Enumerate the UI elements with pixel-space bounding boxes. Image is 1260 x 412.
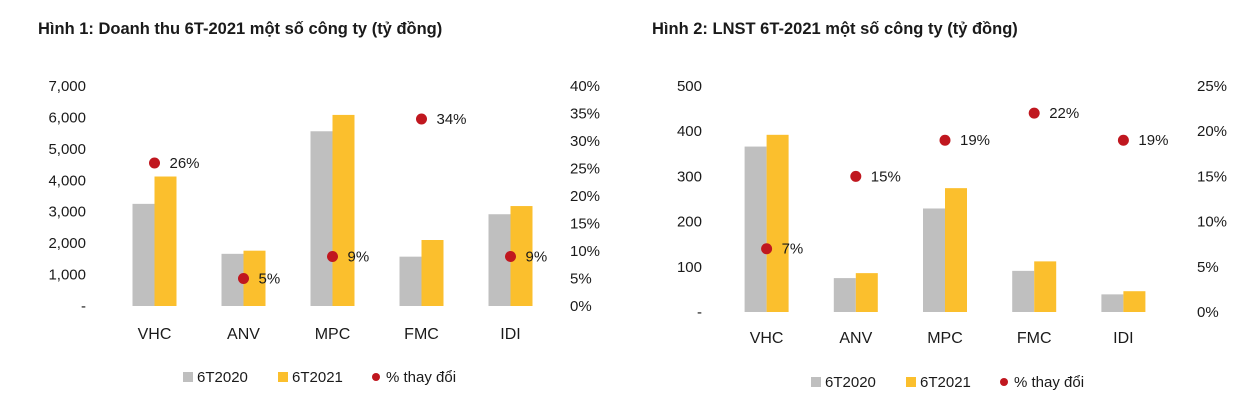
c1-bar-6t2020-vhc: [132, 203, 155, 306]
c2-legend-label: 6T2020: [825, 374, 876, 391]
c1-bar-6t2021-vhc: [154, 176, 177, 306]
c1-category-label: MPC: [315, 326, 351, 343]
c2-y2-tick-label: 5%: [1197, 259, 1219, 276]
c1-change-label: 34%: [437, 111, 467, 128]
c2-legend-swatch-6t2021: [906, 377, 916, 387]
c2-category-label: FMC: [1017, 330, 1052, 347]
chart-1-revenue: - 1,000 2,000 3,000 4,000 5,000 6,000 7,000 0% 5%…: [48, 78, 600, 386]
c2-y-tick-label: 300: [677, 168, 702, 185]
c1-y2-tick-label: 25%: [570, 161, 600, 178]
c1-legend-marker-change: [372, 373, 380, 381]
c2-bar-6t2020-fmc: [1012, 270, 1035, 312]
c2-category-label: VHC: [750, 330, 784, 347]
c1-bar-6t2020-idi: [488, 214, 511, 306]
c1-change-label: 9%: [526, 249, 548, 266]
c2-bar-6t2021-anv: [855, 273, 878, 312]
c2-bar-6t2021-idi: [1123, 291, 1146, 312]
c1-change-marker-fmc: [416, 113, 427, 125]
c1-legend-label: 6T2020: [197, 369, 248, 386]
c2-y2-tick-label: 15%: [1197, 168, 1227, 185]
c1-y2-tick-label: 35%: [570, 106, 600, 123]
c1-change-label: 26%: [170, 155, 200, 172]
c2-change-label: 7%: [782, 241, 804, 258]
c2-y2-tick-label: 0%: [1197, 304, 1219, 321]
c2-bar-6t2021-mpc: [945, 188, 967, 312]
c2-category-label: ANV: [839, 330, 872, 347]
c2-change-label: 22%: [1049, 105, 1079, 122]
c2-y-tick-label: 100: [677, 259, 702, 276]
c2-legend-swatch-6t2020: [811, 377, 821, 387]
c1-change-label: 5%: [259, 271, 281, 288]
c2-bar-6t2021-vhc: [766, 134, 789, 312]
c1-y-tick-label: 4,000: [48, 172, 86, 189]
c1-legend-swatch-6t2020: [183, 372, 193, 382]
c2-bar-6t2020-vhc: [744, 146, 767, 312]
c1-y-tick-label: 5,000: [48, 141, 86, 158]
c1-y-tick-label: 1,000: [48, 267, 86, 284]
c1-y-tick-label: 3,000: [48, 204, 86, 221]
c2-legend-label: % thay đổi: [1014, 374, 1084, 391]
c2-y-tick-label: 400: [677, 123, 702, 140]
c1-y2-tick-label: 30%: [570, 133, 600, 150]
c2-bar-6t2021-fmc: [1034, 261, 1057, 312]
c1-category-label: FMC: [404, 326, 439, 343]
c2-change-marker-mpc: [939, 134, 951, 146]
c2-y-tick-label: 500: [677, 78, 702, 95]
c1-y2-tick-label: 0%: [570, 298, 592, 315]
c1-category-label: VHC: [138, 326, 172, 343]
chart-1-title: Hình 1: Doanh thu 6T-2021 một số công ty…: [38, 20, 443, 38]
c1-y-tick-label: 6,000: [48, 109, 86, 126]
c1-y2-tick-label: 10%: [570, 243, 600, 260]
c2-change-label: 19%: [1138, 132, 1168, 149]
c1-y2-tick-label: 20%: [570, 188, 600, 205]
c1-legend-label: % thay đổi: [386, 369, 456, 386]
c1-bar-6t2021-mpc: [332, 114, 355, 307]
c1-change-label: 9%: [348, 249, 370, 266]
c1-bar-6t2021-anv: [243, 250, 266, 306]
c1-change-marker-anv: [238, 273, 249, 284]
c2-category-label: MPC: [927, 330, 963, 347]
c2-change-marker-fmc: [1028, 107, 1040, 119]
c1-change-marker-vhc: [149, 157, 160, 169]
c1-bar-6t2020-fmc: [399, 256, 422, 306]
c1-y2-tick-label: 40%: [570, 78, 600, 95]
c2-category-label: IDI: [1113, 330, 1133, 347]
c2-change-label: 19%: [960, 132, 990, 149]
c2-change-marker-idi: [1117, 134, 1129, 146]
c1-y2-tick-label: 15%: [570, 216, 600, 233]
c2-change-marker-anv: [850, 170, 862, 182]
c1-bar-6t2020-mpc: [310, 131, 333, 306]
c2-y2-tick-label: 10%: [1197, 214, 1227, 231]
c1-y-tick-label: -: [81, 298, 86, 315]
c1-bar-6t2020-anv: [221, 253, 244, 306]
c1-bar-6t2021-fmc: [421, 240, 444, 306]
c2-y2-tick-label: 20%: [1197, 123, 1227, 140]
c1-category-label: IDI: [500, 326, 520, 343]
c2-bar-6t2020-idi: [1101, 294, 1124, 312]
c2-legend-marker-change: [1000, 378, 1008, 386]
c1-y-tick-label: 2,000: [48, 235, 86, 252]
c1-y2-tick-label: 5%: [570, 271, 592, 288]
c1-legend-label: 6T2021: [292, 369, 343, 386]
c2-change-label: 15%: [871, 168, 901, 185]
c2-y-tick-label: 200: [677, 214, 702, 231]
c2-y-tick-label: -: [697, 304, 702, 321]
c2-legend-label: 6T2021: [920, 374, 971, 391]
c1-category-label: ANV: [227, 326, 260, 343]
chart-2-title: Hình 2: LNST 6T-2021 một số công ty (tỷ …: [652, 20, 1018, 38]
c1-change-marker-mpc: [327, 251, 338, 262]
c1-bar-6t2021-idi: [510, 206, 533, 306]
c2-bar-6t2020-anv: [833, 278, 856, 312]
c2-bar-6t2020-mpc: [923, 208, 945, 312]
c2-y2-tick-label: 25%: [1197, 78, 1227, 95]
c1-legend-swatch-6t2021: [278, 372, 288, 382]
c2-change-marker-vhc: [761, 243, 773, 255]
c1-y-tick-label: 7,000: [48, 78, 86, 95]
c1-change-marker-idi: [505, 251, 516, 262]
